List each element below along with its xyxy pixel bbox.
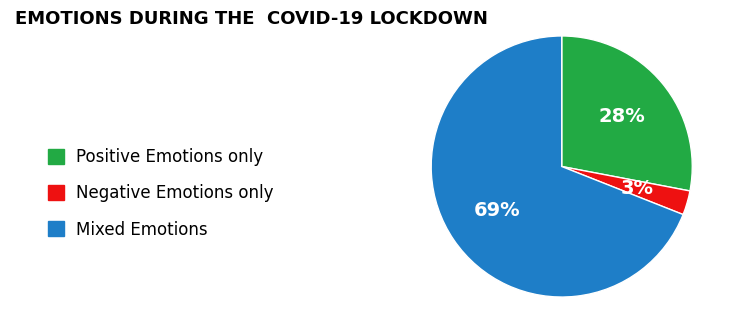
Text: 28%: 28% xyxy=(599,107,645,126)
Text: EMOTIONS DURING THE  COVID-19 LOCKDOWN: EMOTIONS DURING THE COVID-19 LOCKDOWN xyxy=(15,10,488,28)
Wedge shape xyxy=(562,166,690,214)
Legend: Positive Emotions only, Negative Emotions only, Mixed Emotions: Positive Emotions only, Negative Emotion… xyxy=(48,148,274,239)
Wedge shape xyxy=(562,36,692,191)
Text: 3%: 3% xyxy=(621,179,654,198)
Text: 69%: 69% xyxy=(474,201,520,220)
Wedge shape xyxy=(431,36,683,297)
